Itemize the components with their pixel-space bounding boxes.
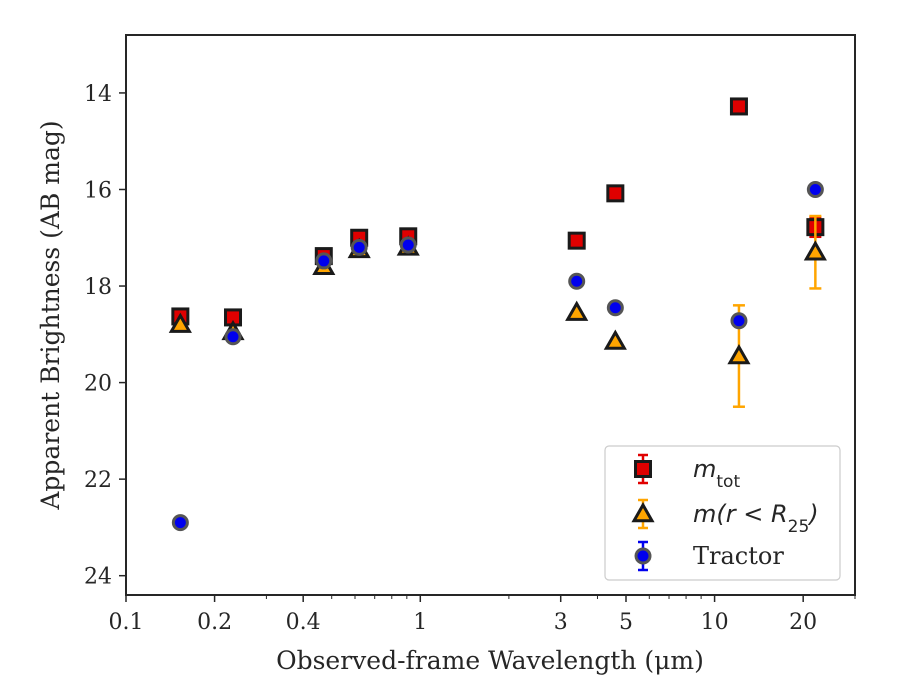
- legend: mtot m(r < R25) Tractor: [604, 445, 841, 581]
- data-point: [727, 344, 751, 365]
- x-tick-label: 0.2: [197, 610, 232, 635]
- legend-marker: [631, 501, 655, 523]
- x-tick-label: 0.4: [286, 610, 321, 635]
- x-tick-label: 20: [789, 610, 817, 635]
- x-axis-title: Observed-frame Wavelength (μm): [276, 646, 704, 675]
- data-point: [171, 514, 189, 532]
- x-tick-label: 1: [413, 610, 427, 635]
- data-marks: [168, 97, 827, 532]
- data-point: [168, 312, 192, 333]
- data-point: [606, 299, 624, 317]
- data-point: [730, 312, 748, 330]
- legend-label: mtot: [693, 455, 740, 492]
- data-point: [568, 272, 586, 290]
- data-point: [224, 328, 242, 346]
- y-tick-label: 24: [84, 565, 112, 590]
- y-tick-label: 16: [84, 178, 112, 203]
- y-tick-label: 14: [84, 82, 112, 107]
- data-point: [603, 329, 627, 350]
- data-point: [606, 184, 625, 203]
- data-point: [350, 238, 368, 256]
- data-point: [729, 97, 748, 116]
- legend-marker: [634, 547, 652, 565]
- y-tick-label: 18: [84, 275, 112, 300]
- data-point: [565, 300, 589, 321]
- y-axis: 14 16 18 20 22 24: [84, 82, 126, 590]
- x-tick-label: 3: [554, 610, 568, 635]
- data-point: [806, 180, 824, 198]
- data-point: [567, 231, 586, 250]
- y-tick-label: 20: [84, 372, 112, 397]
- legend-label: m(r < R25): [693, 500, 819, 537]
- x-axis: 0.1 0.2 0.4 1 3 5 10 20: [109, 595, 856, 635]
- legend-marker: [634, 460, 652, 478]
- x-tick-label: 10: [701, 610, 729, 635]
- data-point: [315, 252, 333, 270]
- data-point: [399, 236, 417, 254]
- x-tick-label: 0.1: [109, 610, 144, 635]
- x-tick-label: 5: [619, 610, 633, 635]
- series-circle: [171, 180, 824, 532]
- y-tick-label: 22: [84, 468, 112, 493]
- data-point: [803, 240, 827, 261]
- y-axis-title: Apparent Brightness (AB mag): [36, 120, 65, 510]
- legend-box: [604, 445, 841, 581]
- plot-frame: [125, 34, 856, 596]
- legend-label: Tractor: [693, 542, 784, 570]
